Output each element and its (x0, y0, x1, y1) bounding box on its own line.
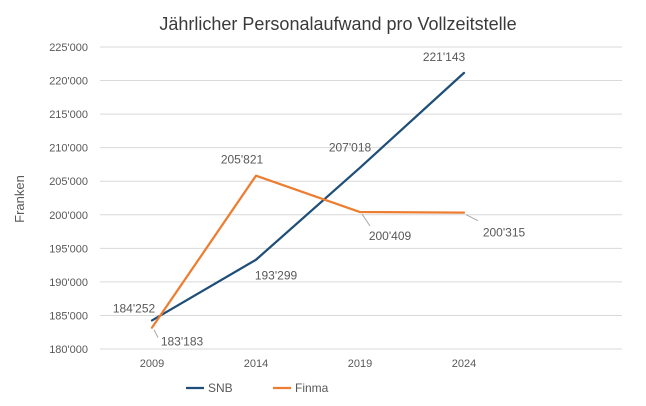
series-line-snb (150, 71, 466, 322)
data-label-finma: 205'821 (221, 153, 264, 167)
data-label-snb: 207'018 (329, 141, 372, 155)
y-axis-title: Franken (12, 175, 27, 223)
legend-label-snb: SNB (208, 381, 233, 395)
data-label-snb: 221'143 (423, 50, 466, 64)
data-label-leader (465, 214, 479, 222)
x-tick-label: 2014 (244, 358, 268, 370)
data-labels: 184'252 193'299 207'018 221'143 183'183 205'8… (113, 50, 526, 349)
y-tick-label: 205'000 (49, 176, 88, 188)
data-label-finma: 200'409 (369, 229, 412, 243)
x-tick-label: 2019 (348, 358, 372, 370)
series-line-finma (150, 174, 466, 329)
data-label-leader (153, 329, 159, 338)
legend: SNB Finma (186, 381, 329, 395)
chart-title: Jährlicher Personalaufwand pro Vollzeits… (159, 14, 516, 34)
y-tick-label: 185'000 (49, 310, 88, 322)
data-label-finma: 183'183 (161, 335, 204, 349)
data-label-snb: 193'299 (255, 269, 298, 283)
y-tick-label: 215'000 (49, 109, 88, 121)
series-lines (150, 71, 466, 329)
y-tick-label: 210'000 (49, 143, 88, 155)
data-label-snb: 184'252 (113, 301, 156, 315)
x-tick-label: 2009 (140, 358, 164, 370)
x-tick-label: 2024 (452, 358, 476, 370)
y-tick-label: 220'000 (49, 76, 88, 88)
y-tick-label: 180'000 (49, 344, 88, 356)
y-tick-label: 200'000 (49, 210, 88, 222)
y-tick-label: 190'000 (49, 277, 88, 289)
y-tick-label: 195'000 (49, 243, 88, 255)
x-axis-ticks: 2009 2014 2019 2024 (140, 358, 476, 370)
y-axis-ticks: 180'000 185'000 190'000 195'000 200'000 205'0… (49, 42, 88, 356)
data-label-leader (361, 213, 371, 227)
y-tick-label: 225'000 (49, 42, 88, 54)
gridlines (100, 46, 622, 350)
legend-label-finma: Finma (295, 381, 329, 395)
data-label-finma: 200'315 (483, 226, 526, 240)
